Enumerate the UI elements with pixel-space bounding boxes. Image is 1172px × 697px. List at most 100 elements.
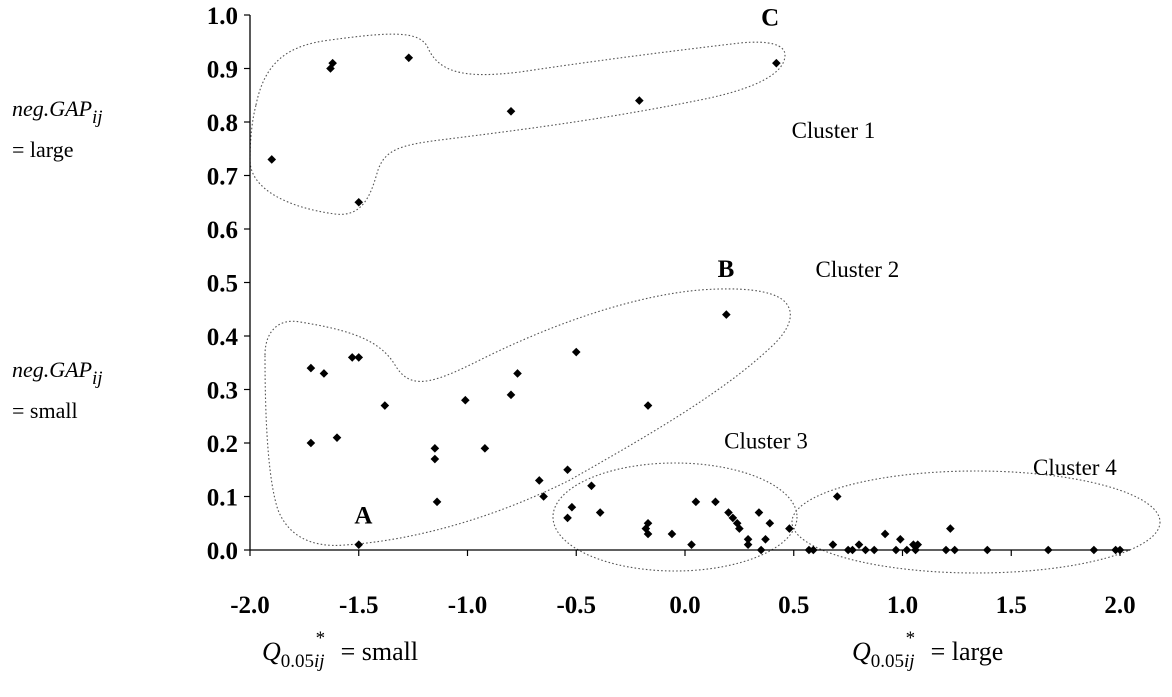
data-point <box>332 433 342 442</box>
data-point <box>567 502 577 512</box>
cluster-4-outline <box>791 470 1161 574</box>
data-point <box>785 524 794 533</box>
y-tick-label: 0.8 <box>207 110 238 137</box>
data-point <box>539 492 548 501</box>
data-point <box>380 401 390 410</box>
point-label-C: C <box>761 5 779 32</box>
cluster-3-outline <box>552 462 798 572</box>
y-tick-label: 1.0 <box>207 3 238 30</box>
data-point <box>267 155 277 164</box>
y-tick-label: 0.5 <box>207 271 238 298</box>
data-point <box>861 545 870 555</box>
cluster-label-4: Cluster 4 <box>1033 455 1117 480</box>
data-point <box>724 508 733 517</box>
axes: 0.0 0.1 0.2 0.3 0.4 0.5 0.6 0.7 0.8 0.9 1.0 -2.0 -1.… <box>207 3 1136 619</box>
neg-gap-small-var: neg.GAP <box>12 357 93 382</box>
cluster-label-3: Cluster 3 <box>724 428 808 453</box>
data-point <box>691 497 701 507</box>
chart-labels: C B A Cluster 1 Cluster 2 Cluster 3 Cluster 4 <box>354 5 1117 530</box>
data-point <box>896 535 905 544</box>
data-point <box>1043 545 1053 555</box>
q-var-large: Q <box>852 637 871 666</box>
q-sup-small: * <box>315 628 326 649</box>
q-sub-idx-small: ij <box>314 651 325 672</box>
data-point <box>354 540 364 549</box>
data-point <box>854 540 864 549</box>
data-point <box>667 529 677 539</box>
q-sub-num-large: 0.05 <box>870 651 905 672</box>
data-point <box>761 535 770 544</box>
x-tick-label: -2.0 <box>230 592 270 619</box>
neg-gap-large-eq: = large <box>12 137 74 162</box>
data-point <box>432 497 442 507</box>
cluster-2-outline <box>264 288 791 546</box>
data-point <box>563 465 572 475</box>
y-tick-label: 0.1 <box>207 485 238 512</box>
data-point <box>534 476 544 485</box>
data-point <box>756 545 766 555</box>
q-sub-small: 0.05ij <box>281 651 325 672</box>
q-sub-num-small: 0.05 <box>280 651 315 672</box>
data-point <box>687 540 696 549</box>
x-annotation-small: Q0.05ij* = small <box>262 628 418 673</box>
x-annotation-large: Q0.05ij* = large <box>852 628 1003 673</box>
data-point <box>506 390 516 400</box>
data-point <box>480 444 490 453</box>
data-point <box>743 540 753 549</box>
neg-gap-large-sub: ij <box>92 107 103 128</box>
data-point <box>643 401 653 410</box>
data-point <box>571 347 581 357</box>
data-point <box>772 58 781 68</box>
y-tick-label: 0.6 <box>207 217 238 244</box>
data-point <box>319 369 329 378</box>
data-point <box>711 497 720 507</box>
data-point <box>587 481 596 491</box>
point-label-A: A <box>354 502 372 529</box>
y-tick-label: 0.0 <box>207 538 238 565</box>
data-point <box>809 545 818 555</box>
x-tick-label: -1.5 <box>339 592 379 619</box>
data-point <box>1089 545 1099 555</box>
data-point <box>722 310 731 319</box>
y-tick-label: 0.2 <box>207 431 238 458</box>
y-annotation-small: neg.GAPij = small <box>12 357 103 424</box>
x-tick-label: 1.5 <box>996 592 1027 619</box>
data-point <box>848 545 857 555</box>
cluster-label-1: Cluster 1 <box>792 118 876 143</box>
data-point <box>735 524 744 533</box>
data-point <box>832 492 842 501</box>
data-point <box>306 363 316 373</box>
x-tick-label: 0.0 <box>669 592 700 619</box>
data-point <box>754 508 764 517</box>
x-tick-label: -1.0 <box>448 592 488 619</box>
data-point <box>843 545 853 555</box>
data-point <box>728 513 738 523</box>
data-point <box>828 540 838 549</box>
data-point <box>354 197 364 207</box>
data-point <box>635 96 644 105</box>
cluster-1-outline <box>249 33 786 215</box>
data-point <box>983 545 992 555</box>
point-label-B: B <box>718 256 735 283</box>
data-point <box>506 107 516 116</box>
data-point <box>869 545 879 555</box>
data-point <box>430 444 440 453</box>
y-annotation-large: neg.GAPij = large <box>12 96 103 163</box>
data-point <box>306 438 316 448</box>
data-point <box>461 395 470 405</box>
neg-gap-small-eq: = small <box>12 398 78 423</box>
data-point <box>765 518 775 528</box>
y-tick-label: 0.7 <box>207 164 238 191</box>
x-tick-label: 2.0 <box>1104 592 1135 619</box>
data-point <box>913 540 923 549</box>
data-point <box>1111 545 1120 555</box>
data-point <box>563 513 572 523</box>
data-point <box>804 545 814 555</box>
neg-gap-small-sub: ij <box>92 368 103 389</box>
x-tick-label: -0.5 <box>556 592 596 619</box>
data-point <box>891 545 901 555</box>
data-point <box>404 53 414 63</box>
x-tick-label: 0.5 <box>778 592 809 619</box>
data-point <box>513 369 522 378</box>
